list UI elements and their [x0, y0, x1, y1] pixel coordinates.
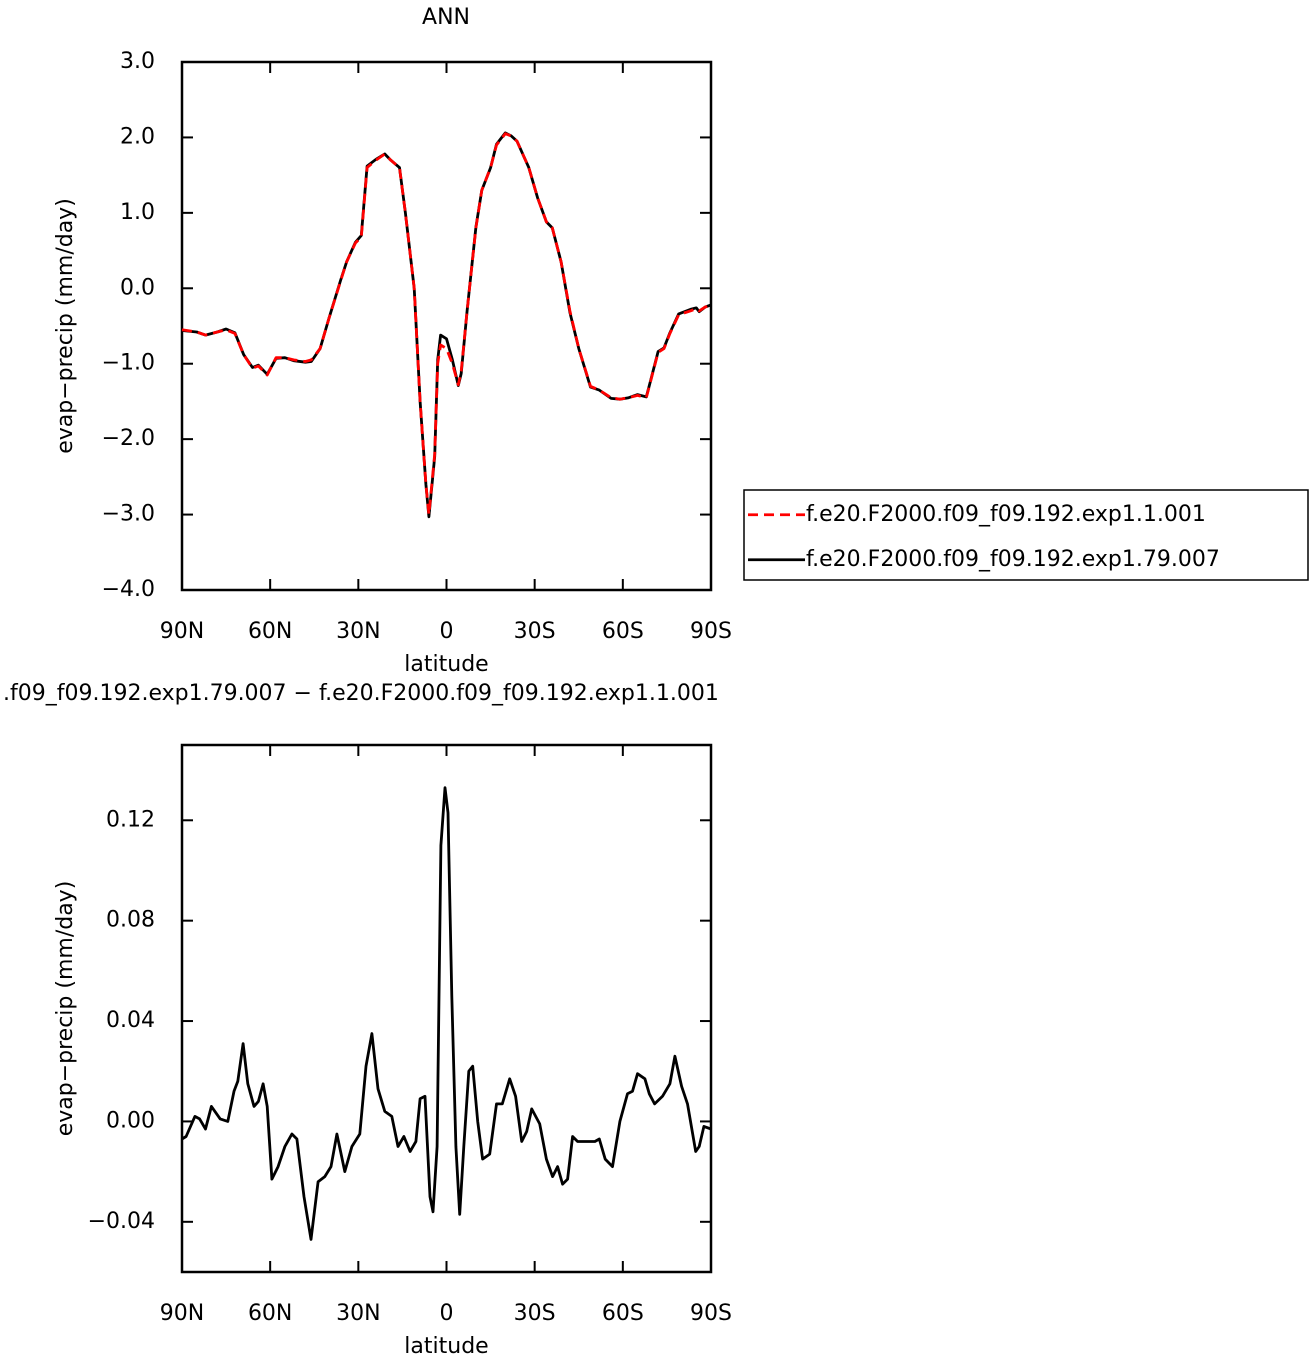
x-tick-label: 60N [248, 1301, 292, 1326]
x-tick-label: 30S [514, 1301, 556, 1326]
x-tick-label: 0 [440, 619, 454, 644]
legend-label: f.e20.F2000.f09_f09.192.exp1.1.001 [806, 502, 1206, 527]
data-line [181, 786, 712, 1241]
y-tick-label: 0.04 [106, 1008, 155, 1033]
x-tick-label: 0 [440, 1301, 454, 1326]
y-tick-label: −2.0 [102, 426, 155, 451]
x-tick-label: 30N [336, 619, 380, 644]
y-tick-label: −0.04 [88, 1209, 155, 1234]
x-tick-label: 90N [160, 619, 204, 644]
y-tick-label: 0.0 [120, 275, 155, 300]
y-tick-label: −3.0 [102, 502, 155, 527]
x-tick-label: 60S [602, 619, 644, 644]
x-tick-label: 60N [248, 619, 292, 644]
series-line [181, 132, 712, 516]
x-axis-label: latitude [404, 652, 488, 677]
y-tick-label: −4.0 [102, 577, 155, 602]
y-axis-label: evap−precip (mm/day) [53, 881, 78, 1137]
x-tick-label: 30S [514, 619, 556, 644]
x-tick-label: 90N [160, 1301, 204, 1326]
y-tick-label: 0.08 [106, 908, 155, 933]
x-tick-label: 90S [690, 619, 732, 644]
x-tick-label: 90S [690, 1301, 732, 1326]
y-tick-label: 0.00 [106, 1108, 155, 1133]
legend-box [743, 489, 1309, 581]
y-tick-label: 3.0 [120, 49, 155, 74]
y-tick-label: 2.0 [120, 124, 155, 149]
x-tick-label: 60S [602, 1301, 644, 1326]
plot-frame [180, 743, 713, 1274]
chart-title: .f09_f09.192.exp1.79.007 − f.e20.F2000.f… [3, 681, 719, 706]
x-axis-label: latitude [404, 1334, 488, 1359]
y-tick-label: −1.0 [102, 351, 155, 376]
y-axis-label: evap−precip (mm/day) [53, 198, 78, 454]
legend-label: f.e20.F2000.f09_f09.192.exp1.79.007 [806, 547, 1220, 572]
y-tick-label: 0.12 [106, 807, 155, 832]
y-tick-label: 1.0 [120, 200, 155, 225]
chart-title: ANN [422, 5, 470, 30]
plot-frame [180, 60, 713, 592]
series-line [181, 131, 712, 519]
x-tick-label: 30N [336, 1301, 380, 1326]
